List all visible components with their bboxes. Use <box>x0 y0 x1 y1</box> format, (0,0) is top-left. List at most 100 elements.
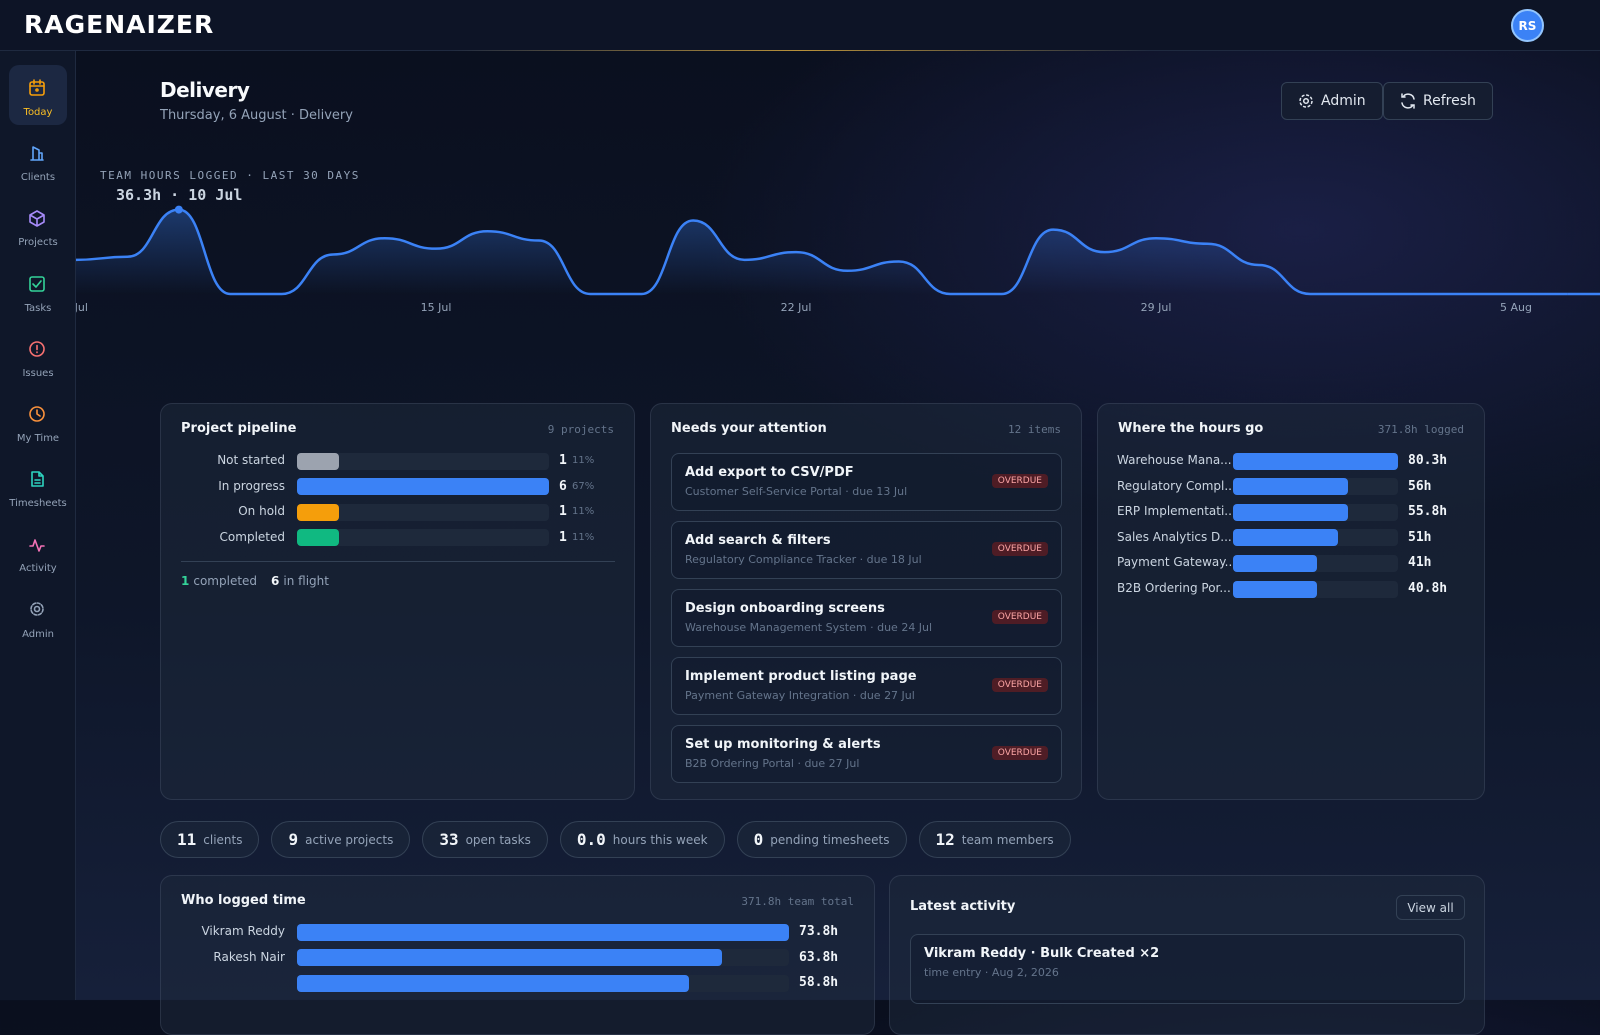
stat-label: clients <box>203 832 243 847</box>
attention-card: Needs your attention 12 items Add export… <box>650 403 1082 800</box>
card-title: Who logged time <box>181 893 306 908</box>
card-meta: 12 items <box>1008 423 1061 436</box>
bar <box>297 503 339 521</box>
stat-value: 0 <box>753 830 764 849</box>
row-label: Payment Gateway... <box>1117 555 1237 570</box>
stat-label: team members <box>961 832 1054 847</box>
overdue-badge: OVERDUE <box>991 678 1048 692</box>
card-title: Where the hours go <box>1118 421 1264 436</box>
attention-item[interactable]: Set up monitoring & alerts B2B Ordering P… <box>671 725 1062 783</box>
stat-pill: 0.0 hours this week <box>559 821 725 858</box>
attention-item[interactable]: Implement product listing page Payment Ga… <box>671 657 1062 715</box>
card-title: Needs your attention <box>671 421 827 436</box>
icon-timesheets <box>31 471 44 487</box>
bar-value: 1 <box>559 504 567 520</box>
stat-label: hours this week <box>612 832 708 847</box>
summary-value: 1 <box>181 574 190 588</box>
bar-value: 63.8h <box>799 949 839 965</box>
logo[interactable]: RAGENAIZER <box>24 10 215 39</box>
bar <box>1233 580 1317 598</box>
bar-percent: 11% <box>572 506 595 518</box>
row-label: Not started <box>217 453 285 467</box>
avatar[interactable]: RS <box>1511 9 1544 42</box>
bar-value: 41h <box>1408 555 1432 571</box>
bar-value: 1 <box>559 453 567 468</box>
nav-item[interactable]: Clients <box>20 172 56 184</box>
attention-item[interactable]: Design onboarding screens Warehouse Manag… <box>671 589 1062 647</box>
activity-subtitle: time entry · Aug 2, 2026 <box>924 966 1059 979</box>
bar <box>1233 529 1338 547</box>
bar-value: 6 <box>559 478 567 494</box>
bar <box>1233 478 1349 496</box>
bar <box>1233 503 1348 521</box>
bar <box>1233 554 1318 572</box>
icon-tasks <box>29 276 45 292</box>
bar <box>297 452 339 470</box>
bar-value: 58.8h <box>799 975 839 991</box>
row-label: In progress <box>218 478 285 493</box>
bar-percent: 67% <box>572 480 595 492</box>
stat-pill: 0 pending timesheets <box>736 821 907 858</box>
gear-icon <box>1299 94 1313 108</box>
peak-dot <box>174 205 183 214</box>
hours-chart: 8 Jul 15 Jul 22 Jul 29 Jul 5 Aug <box>76 205 1600 314</box>
attention-item[interactable]: Add export to CSV/PDF Customer Self-Servi… <box>671 453 1062 511</box>
admin-button[interactable]: Admin <box>1281 82 1383 120</box>
page-subtitle: Thursday, 6 August · Delivery <box>160 108 353 123</box>
refresh-button[interactable]: Refresh <box>1383 82 1493 120</box>
item-subtitle: B2B Ordering Portal · due 27 Jul <box>685 757 860 770</box>
summary-value: 6 <box>271 574 280 588</box>
bar <box>297 949 723 967</box>
x-tick-label: 15 Jul <box>421 301 452 314</box>
nav-item[interactable]: Issues <box>22 367 54 379</box>
icon-clients <box>30 146 44 161</box>
item-subtitle: Customer Self-Service Portal · due 13 Ju… <box>685 485 908 498</box>
bar-value: 40.8h <box>1408 581 1448 596</box>
row-label: Rakesh Nair <box>213 949 285 964</box>
page-title: Delivery <box>160 78 250 102</box>
row-label: On hold <box>238 504 285 519</box>
top-bar: RAGENAIZER RS <box>0 0 1600 51</box>
bar-value: 80.3h <box>1408 453 1448 468</box>
icon-today <box>29 79 45 96</box>
item-title: Set up monitoring & alerts <box>685 737 881 752</box>
activity-item[interactable]: Vikram Reddy · Bulk Created ×2 time entry… <box>910 934 1465 1004</box>
overdue-badge: OVERDUE <box>991 542 1048 556</box>
nav-item[interactable]: My Time <box>16 433 60 444</box>
row-label: Vikram Reddy <box>201 924 285 938</box>
nav-item[interactable]: Activity <box>19 563 57 575</box>
nav-icons <box>29 79 45 616</box>
nav-item[interactable]: Timesheets <box>9 498 67 510</box>
item-title: Add export to CSV/PDF <box>685 465 854 480</box>
chart-annotation: 36.3h · 10 Jul <box>116 186 243 204</box>
attention-item[interactable]: Add search & filters Regulatory Complianc… <box>671 521 1062 579</box>
icon-projects <box>29 210 45 227</box>
card-title: Latest activity <box>910 899 1016 914</box>
stat-value: 33 <box>439 830 459 849</box>
stat-pill: 33 open tasks <box>422 821 548 858</box>
nav-item[interactable]: Tasks <box>24 302 52 314</box>
activity-title: Vikram Reddy · Bulk Created ×2 <box>924 946 1160 961</box>
nav-item[interactable]: Admin <box>22 628 54 640</box>
item-subtitle: Regulatory Compliance Tracker · due 18 J… <box>685 553 922 566</box>
stat-value: 0.0 <box>576 830 606 849</box>
stat-value: 11 <box>177 830 197 849</box>
hours-by-project-card: Where the hours go 371.8h logged Warehou… <box>1097 403 1485 800</box>
stat-label: pending timesheets <box>770 832 890 847</box>
view-all-button[interactable]: View all <box>1396 895 1465 920</box>
stat-value: 9 <box>288 830 299 849</box>
bar-percent: 11% <box>572 531 595 543</box>
nav-item[interactable]: Today <box>23 107 53 118</box>
bar <box>297 478 549 496</box>
bar-track <box>297 452 549 470</box>
card-meta: 371.8h logged <box>1377 423 1464 436</box>
nav-item[interactable]: Projects <box>18 237 58 249</box>
row-label: ERP Implementati... <box>1117 504 1236 519</box>
bar-value: 73.8h <box>799 924 839 939</box>
bar <box>297 529 339 547</box>
stat-pill: 11 clients <box>160 821 260 858</box>
item-title: Add search & filters <box>685 533 831 548</box>
row-label: B2B Ordering Por... <box>1117 581 1231 595</box>
x-tick-label: 22 Jul <box>781 301 812 314</box>
bar-value: 56h <box>1408 478 1432 494</box>
